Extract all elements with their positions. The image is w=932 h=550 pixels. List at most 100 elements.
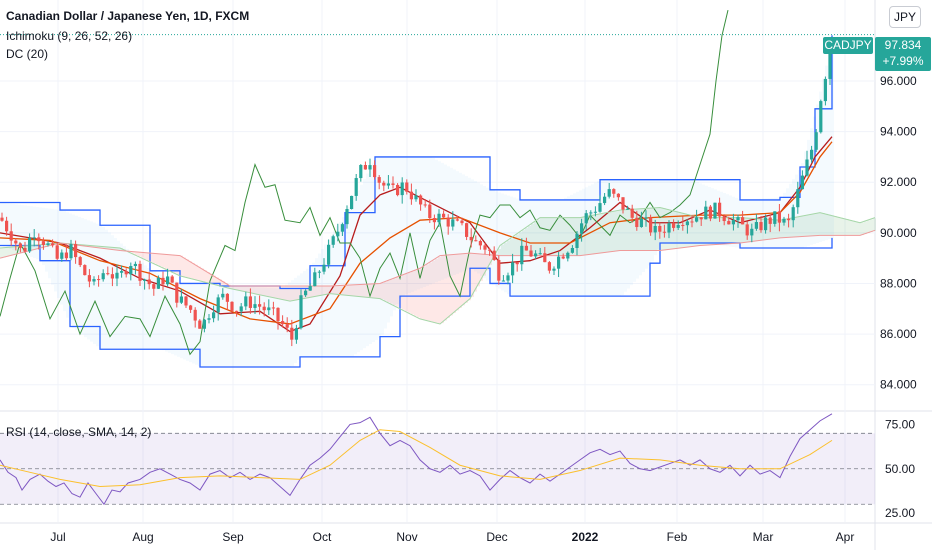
- candle-body: [520, 245, 524, 265]
- donchian-band: [15, 204, 18, 252]
- cloud-segment: [459, 254, 462, 308]
- candle-body: [552, 268, 556, 271]
- candle-body: [501, 280, 505, 282]
- cloud-segment: [513, 236, 516, 256]
- cloud-segment: [645, 208, 648, 251]
- cloud-segment: [405, 273, 408, 312]
- cloud-segment: [510, 238, 513, 256]
- candle-body: [267, 307, 271, 311]
- candle-body: [580, 223, 584, 234]
- cloud-segment: [639, 208, 642, 251]
- cloud-segment: [828, 214, 831, 236]
- candle-body: [55, 245, 59, 259]
- last-price-tag: 97.834 +7.99%: [875, 37, 931, 71]
- donchian-band: [39, 207, 42, 261]
- donchian-band: [690, 179, 693, 243]
- candle-body: [543, 253, 547, 263]
- candle-body: [14, 240, 18, 244]
- donchian-band: [663, 179, 666, 243]
- candle-body: [437, 213, 441, 223]
- donchian-band: [420, 156, 423, 289]
- currency-button[interactable]: JPY: [889, 6, 921, 28]
- candle-body: [258, 304, 262, 307]
- donchian-band: [453, 169, 456, 276]
- cloud-segment: [48, 243, 51, 246]
- candle-body: [391, 183, 395, 185]
- donchian-band: [816, 104, 819, 243]
- candle-body: [570, 248, 574, 253]
- candle-body: [557, 256, 561, 269]
- donchian-band: [258, 287, 261, 367]
- candle-body: [354, 178, 358, 196]
- cloud-segment: [693, 215, 696, 247]
- donchian-band: [609, 179, 612, 297]
- donchian-band: [684, 179, 687, 243]
- cloud-segment: [783, 219, 786, 238]
- cloud-segment: [144, 252, 147, 260]
- time-tick-label: Nov: [396, 530, 417, 544]
- candle-body: [488, 249, 492, 251]
- cloud-segment: [807, 215, 810, 237]
- cloud-segment: [417, 269, 420, 318]
- candle-body: [575, 233, 579, 249]
- cloud-segment: [339, 285, 342, 295]
- cloud-segment: [357, 284, 360, 297]
- candle-body: [432, 217, 436, 223]
- donchian-band: [627, 179, 630, 289]
- candle-body: [800, 175, 804, 190]
- candle-body: [276, 307, 280, 322]
- donchian-band: [249, 287, 252, 367]
- donchian-band: [273, 288, 276, 367]
- candle-body: [511, 262, 515, 276]
- cloud-segment: [447, 255, 450, 319]
- candle-body: [262, 306, 266, 311]
- candle-body: [189, 305, 193, 310]
- cloud-segment: [159, 253, 162, 267]
- candle-body: [175, 282, 179, 303]
- cloud-segment: [570, 217, 573, 256]
- line-chikou: [0, 10, 729, 356]
- candle-body: [483, 245, 487, 250]
- cloud-segment: [567, 217, 570, 256]
- candle-body: [170, 276, 174, 283]
- cloud-segment: [402, 275, 405, 310]
- candle-body: [41, 241, 45, 245]
- donchian-legend[interactable]: DC (20): [6, 47, 49, 61]
- donchian-band: [189, 284, 192, 363]
- donchian-band: [786, 188, 789, 249]
- ichimoku-legend[interactable]: Ichimoku (9, 26, 52, 26): [6, 29, 133, 43]
- donchian-band: [402, 156, 405, 296]
- donchian-band: [96, 223, 99, 347]
- candle-body: [708, 206, 712, 219]
- cloud-segment: [852, 220, 855, 236]
- candle-body: [699, 217, 703, 220]
- rsi-legend[interactable]: RSI (14, close, SMA, 14, 2): [6, 425, 152, 439]
- donchian-band: [9, 203, 12, 249]
- donchian-band: [90, 221, 93, 342]
- cloud-segment: [495, 254, 498, 256]
- candle-body: [396, 184, 400, 196]
- candle-body: [672, 223, 676, 228]
- donchian-band: [495, 191, 498, 287]
- price-candles: [0, 34, 875, 347]
- donchian-band: [114, 238, 117, 350]
- cloud-segment: [411, 271, 414, 315]
- donchian-band: [129, 251, 132, 350]
- candle-body: [736, 217, 740, 221]
- donchian-band: [66, 212, 69, 318]
- cloud-segment: [708, 217, 711, 245]
- cloud-segment: [675, 211, 678, 249]
- cloud-segment: [264, 285, 267, 296]
- donchian-band: [270, 288, 273, 367]
- price-tick-label: 94.000: [880, 125, 917, 139]
- candle-body: [207, 318, 211, 320]
- cloud-segment: [534, 221, 537, 256]
- cloud-segment: [108, 247, 111, 250]
- donchian-band: [36, 207, 39, 260]
- cloud-segment: [762, 219, 765, 241]
- cloud-segment: [186, 259, 189, 278]
- cloud-segment: [132, 251, 135, 254]
- candle-body: [193, 309, 197, 321]
- donchian-band: [138, 259, 141, 350]
